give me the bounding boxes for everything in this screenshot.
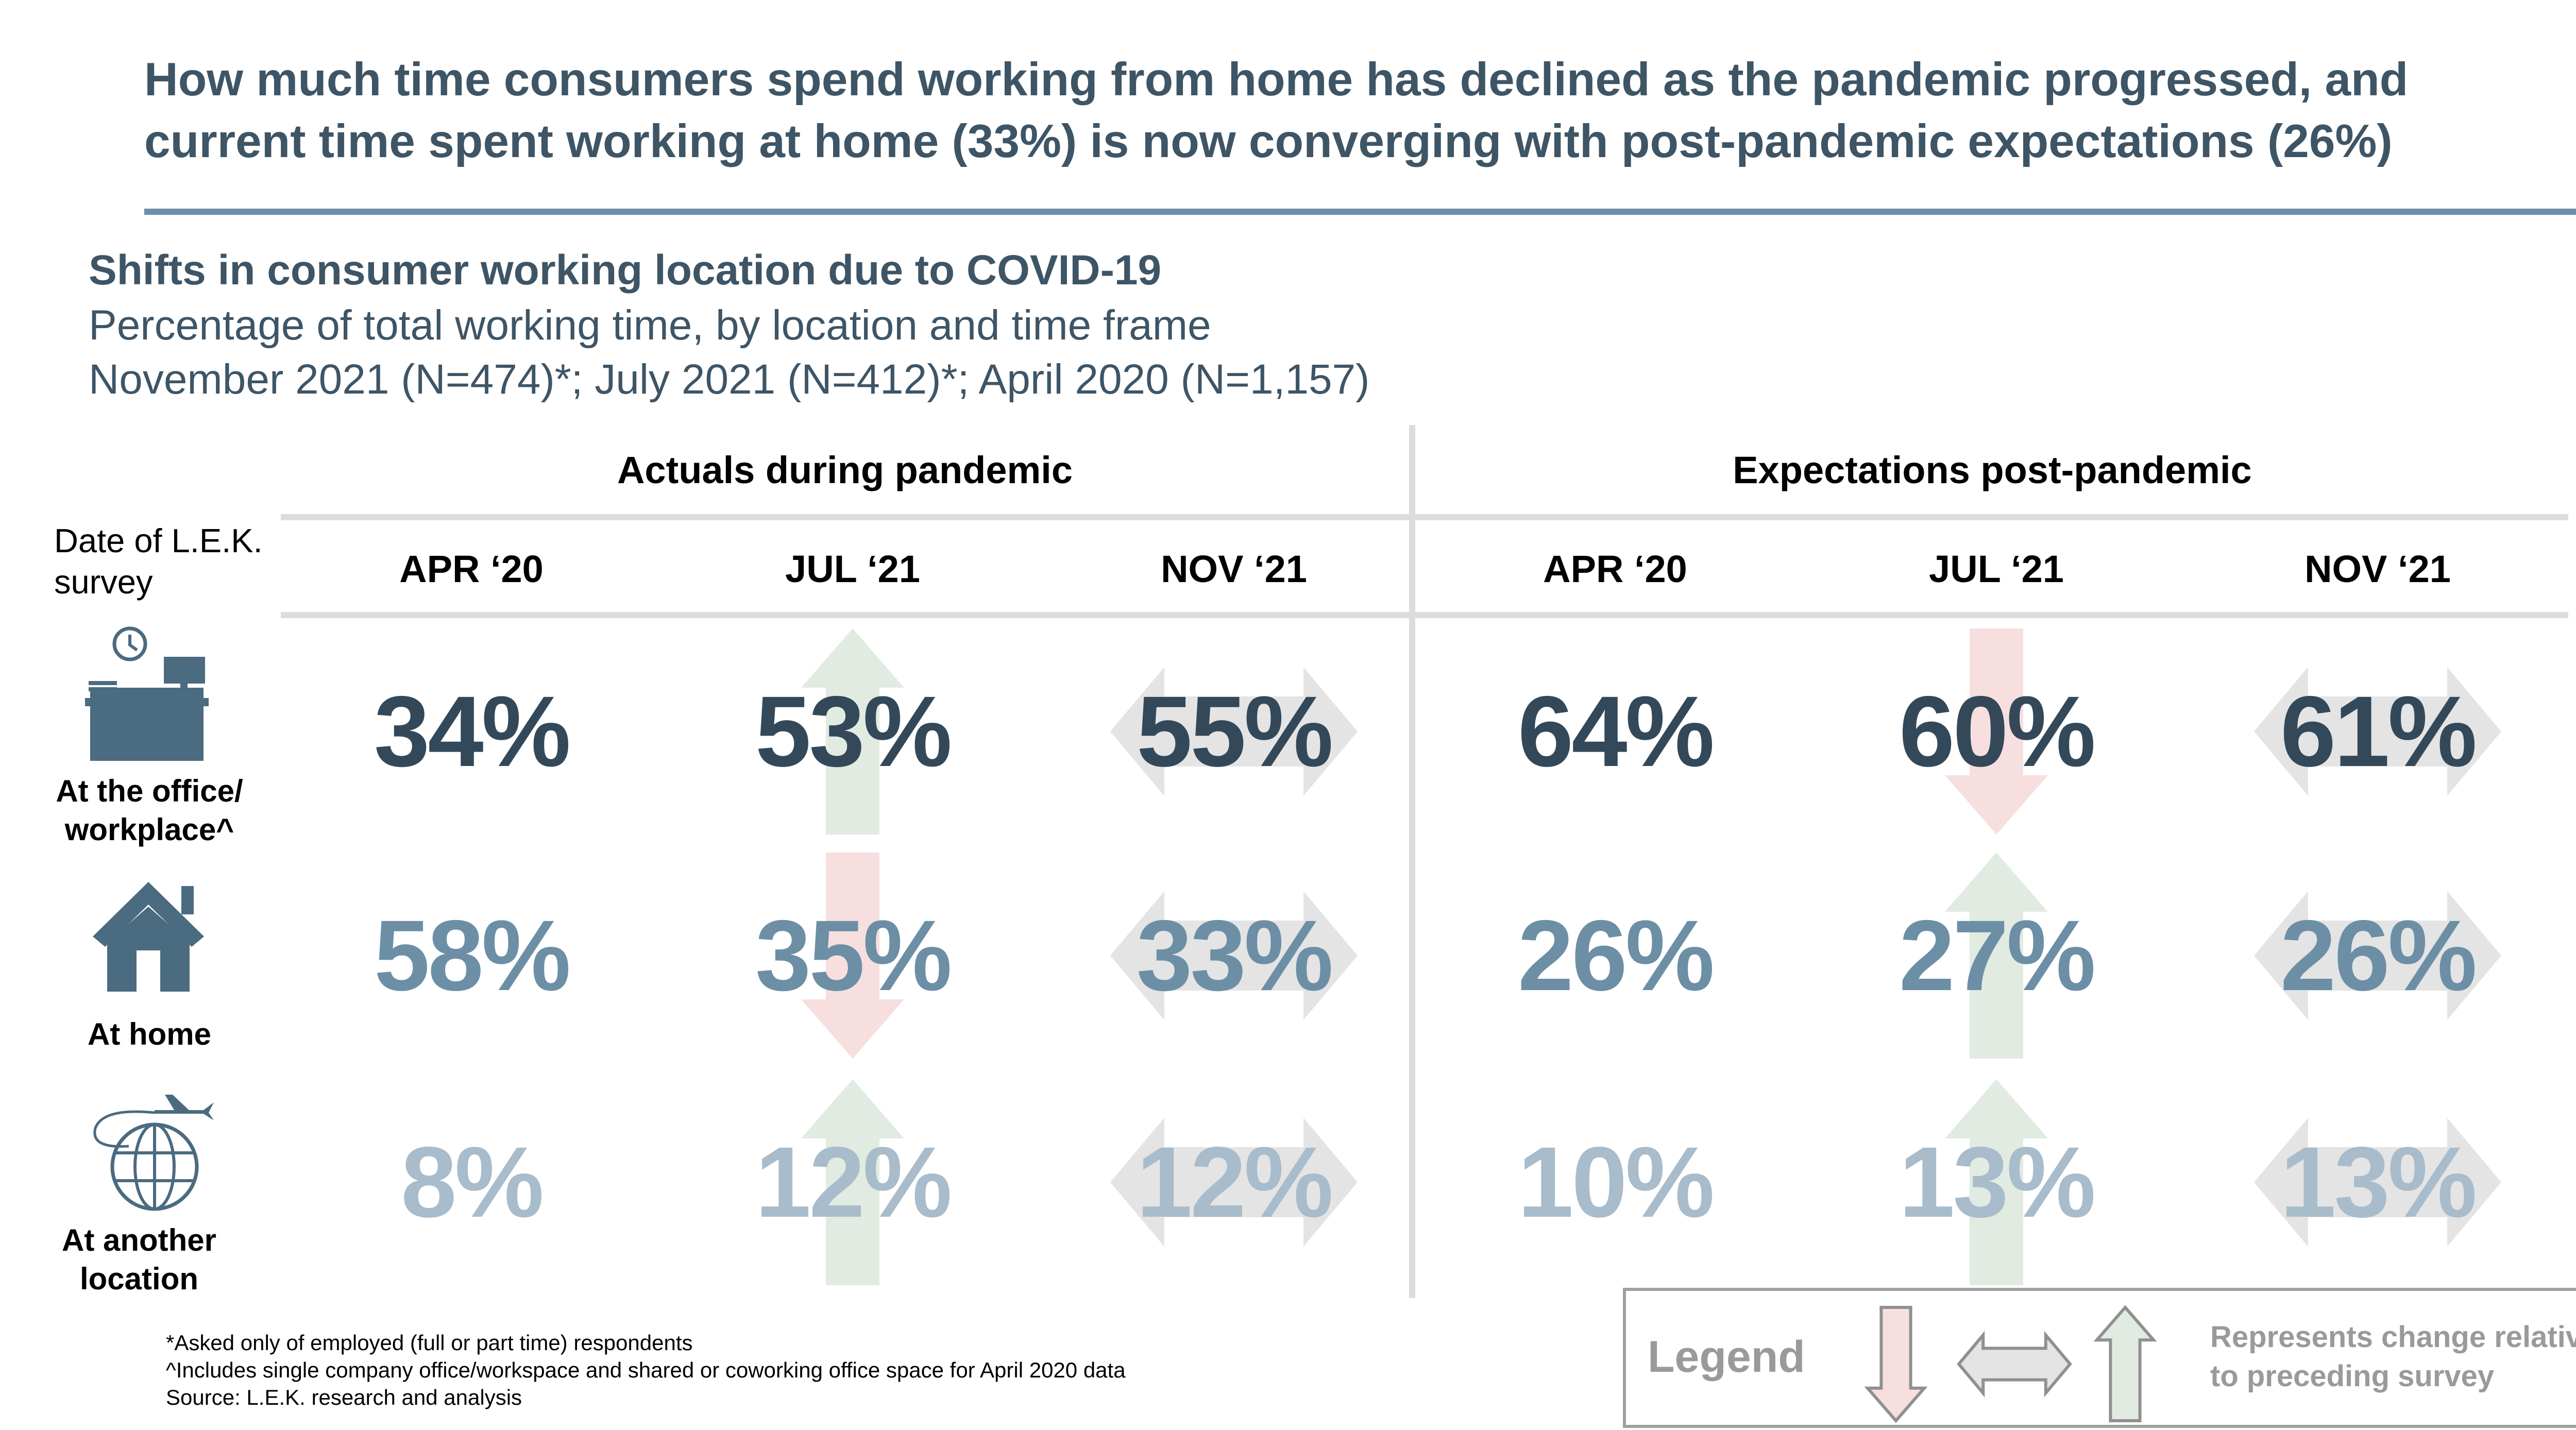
source-note: Source: L.E.K. research and analysis <box>166 1385 522 1409</box>
footnote-caret: ^Includes single company office/workspac… <box>166 1358 1126 1382</box>
both-arrow-icon <box>1110 667 1358 796</box>
chart-title: Shifts in consumer working location due … <box>89 247 1162 294</box>
column-header: APR ‘20 <box>1543 548 1687 590</box>
legend-description-line-2: to preceding survey <box>2210 1359 2495 1393</box>
header-divider-top <box>281 514 2568 520</box>
cell-value: 27% <box>1899 899 2096 1012</box>
cell-value: 13% <box>2280 1126 2477 1238</box>
paper-stack <box>89 681 117 685</box>
legend-up-arrow-icon <box>2093 1305 2157 1422</box>
both-arrow-icon <box>1110 1118 1358 1247</box>
headline-divider <box>144 209 2576 215</box>
clock-hands <box>128 635 138 652</box>
plane-wing <box>165 1095 191 1112</box>
both-arrow-icon <box>2254 1118 2501 1247</box>
desk-top <box>85 698 209 706</box>
cell-value: 12% <box>755 1126 952 1238</box>
group-divider <box>1409 425 1415 1298</box>
headline: How much time consumers spend working fr… <box>144 49 2576 173</box>
row-label-office: At the office/ workplace^ <box>56 774 243 847</box>
cell-value: 33% <box>1136 899 1333 1012</box>
flight-path <box>93 1110 155 1148</box>
cell-value: 64% <box>1517 675 1715 788</box>
paper-stack <box>89 687 117 691</box>
monitor-icon <box>164 657 205 684</box>
down-arrow-icon <box>801 853 904 1059</box>
cell-value: 60% <box>1899 675 2096 788</box>
group-header-actuals: Actuals during pandemic <box>617 449 1073 491</box>
monitor-stand <box>180 684 188 694</box>
headline-line-2: current time spent working at home (33%)… <box>144 115 2393 167</box>
legend-title: Legend <box>1648 1332 1805 1382</box>
row-label-other: At another location <box>62 1223 216 1296</box>
up-arrow-icon <box>1945 1079 2048 1285</box>
header-divider-bottom <box>281 612 2568 618</box>
legend-down-arrow-icon <box>1864 1306 1928 1423</box>
legend-description-line-1: Represents change relative <box>2210 1320 2576 1354</box>
house-body <box>107 907 190 992</box>
column-header: APR ‘20 <box>399 548 544 590</box>
cell-value: 34% <box>374 675 571 788</box>
clock-icon <box>112 626 147 661</box>
row-label-home: At home <box>88 1017 211 1051</box>
cell-value: 13% <box>1899 1126 2096 1238</box>
cell-value: 35% <box>755 899 952 1012</box>
date-of-survey-label: Date of L.E.K. survey <box>54 522 263 601</box>
chart-subtitle: Percentage of total working time, by loc… <box>89 302 1211 349</box>
cell-value: 26% <box>2280 899 2477 1012</box>
group-header-expectations: Expectations post-pandemic <box>1733 449 2252 491</box>
chart-sample-sizes: November 2021 (N=474)*; July 2021 (N=412… <box>89 356 1370 403</box>
footnote-asterisk: *Asked only of employed (full or part ti… <box>166 1331 693 1355</box>
down-arrow-icon <box>1945 628 2048 835</box>
cell-value: 55% <box>1136 675 1333 788</box>
column-header: NOV ‘21 <box>2304 548 2451 590</box>
cell-value: 10% <box>1517 1126 1715 1238</box>
cell-value: 8% <box>401 1126 544 1238</box>
up-arrow-icon <box>801 628 904 835</box>
both-arrow-icon <box>1110 891 1358 1020</box>
column-header: JUL ‘21 <box>1929 548 2064 590</box>
house-chimney <box>181 886 194 914</box>
legend-description: Represents change relative to preceding … <box>2210 1318 2576 1396</box>
cell-value: 26% <box>1517 899 1715 1012</box>
both-arrow-icon <box>2254 667 2501 796</box>
legend <box>1623 1288 2576 1428</box>
both-arrow-icon <box>2254 891 2501 1020</box>
cell-value: 53% <box>755 675 952 788</box>
column-header: JUL ‘21 <box>785 548 920 590</box>
headline-line-1: How much time consumers spend working fr… <box>144 54 2409 106</box>
cell-value: 12% <box>1136 1126 1333 1238</box>
up-arrow-icon <box>801 1079 904 1285</box>
up-arrow-icon <box>1945 853 2048 1059</box>
legend-both-arrow-icon <box>1957 1331 2072 1398</box>
house-icon <box>93 882 204 947</box>
house-door <box>137 950 160 992</box>
cell-value: 61% <box>2280 675 2477 788</box>
column-header: NOV ‘21 <box>1161 548 1307 590</box>
cell-value: 58% <box>374 899 571 1012</box>
